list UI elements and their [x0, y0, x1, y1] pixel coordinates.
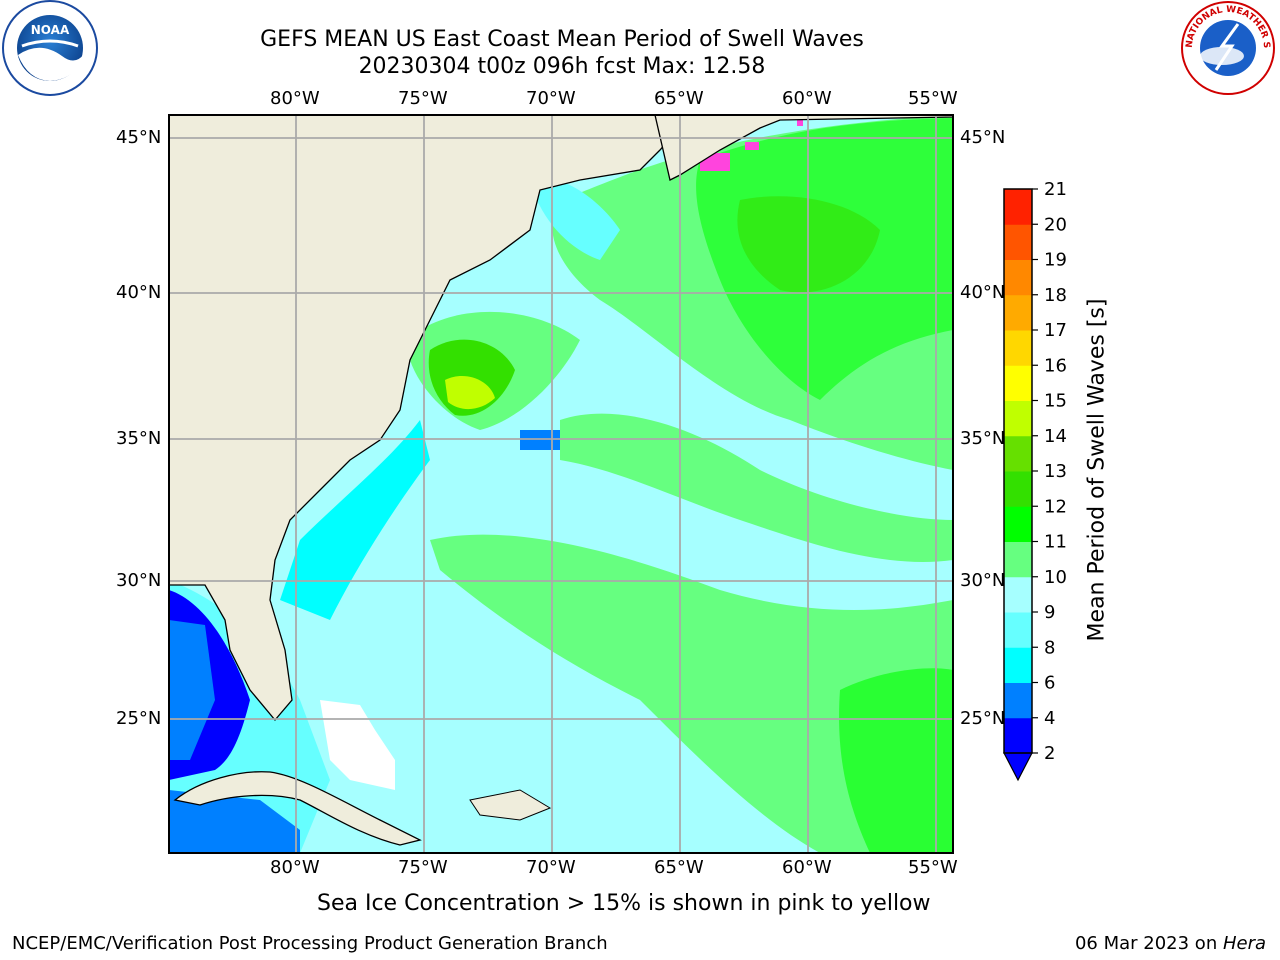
lon-label-top: 55°W	[908, 88, 958, 109]
colorbar-swatch	[1004, 259, 1032, 296]
lat-label-left: 45°N	[116, 127, 162, 148]
colorbar-tick-label: 12	[1044, 496, 1067, 517]
colorbar-tick-label: 10	[1044, 567, 1067, 588]
colorbar-swatch	[1004, 365, 1032, 401]
lon-label-top: 80°W	[270, 88, 320, 109]
map-subtitle: 20230304 t00z 096h fcst Max: 12.58	[358, 54, 766, 79]
lon-label-top: 75°W	[398, 88, 448, 109]
lat-label-right: 30°N	[960, 570, 1006, 591]
colorbar-swatch	[1004, 435, 1032, 472]
lon-label-bottom: 70°W	[526, 857, 576, 878]
colorbar-tick-label: 17	[1044, 320, 1067, 341]
lon-label-bottom: 75°W	[398, 857, 448, 878]
colorbar-tick-label: 9	[1044, 602, 1055, 623]
lat-label-left: 30°N	[116, 570, 162, 591]
footer-host: Hera	[1222, 933, 1266, 954]
graticule	[169, 115, 953, 853]
colorbar-tick-label: 16	[1044, 355, 1067, 376]
colorbar-swatch	[1004, 224, 1032, 260]
lon-label-bottom: 55°W	[908, 857, 958, 878]
colorbar-swatch	[1004, 647, 1032, 683]
colorbar-swatch	[1004, 576, 1032, 613]
nws-logo-text: NATIONAL WEATHER SERVICE	[0, 0, 1271, 49]
colorbar-swatch	[1004, 541, 1032, 578]
colorbar-tick-label: 19	[1044, 250, 1067, 271]
noaa-logo: NOAA	[2, 0, 98, 96]
lat-label-left: 25°N	[116, 708, 162, 729]
colorbar-tick-label: 6	[1044, 673, 1055, 694]
colorbar-swatch	[1004, 682, 1032, 719]
footer-date: 06 Mar 2023 on Hera	[1075, 933, 1266, 954]
colorbar-swatch	[1004, 506, 1032, 542]
colorbar-tick-label: 21	[1044, 179, 1067, 200]
colorbar-tick-label: 11	[1044, 532, 1067, 553]
colorbar-swatch	[1004, 471, 1032, 507]
colorbar-swatch	[1004, 400, 1032, 437]
lat-label-right: 40°N	[960, 282, 1006, 303]
lat-label-left: 35°N	[116, 428, 162, 449]
lon-label-bottom: 65°W	[654, 857, 704, 878]
colorbar-tick-label: 13	[1044, 461, 1067, 482]
colorbar-tick-label: 18	[1044, 285, 1067, 306]
colorbar-tick-label: 20	[1044, 214, 1067, 235]
footer-date-text: 06 Mar 2023 on	[1074, 933, 1223, 954]
colorbar-swatch	[1004, 294, 1032, 331]
colorbar-tick-label: 8	[1044, 637, 1055, 658]
colorbar: 2 4 6 8 9 10 11 12 13 14 15 16 17 18 19 20 21	[1003, 179, 1067, 782]
lat-label-right: 35°N	[960, 428, 1006, 449]
map-frame	[168, 114, 954, 854]
colorbar-tick-label: 15	[1044, 391, 1067, 412]
colorbar-swatch	[1004, 717, 1032, 754]
colorbar-tick-label: 14	[1044, 426, 1067, 447]
colorbar-extend-arrow	[1003, 752, 1033, 782]
lat-label-right: 25°N	[960, 708, 1006, 729]
colorbar-swatch	[1004, 330, 1032, 366]
colorbar-swatch	[1004, 189, 1032, 225]
colorbar-tick-label: 2	[1044, 743, 1055, 764]
lon-label-bottom: 60°W	[782, 857, 832, 878]
lat-label-right: 45°N	[960, 127, 1006, 148]
colorbar-label: Mean Period of Swell Waves [s]	[1084, 298, 1110, 642]
colorbar-tick-label: 4	[1044, 708, 1055, 729]
swell-period-field	[169, 115, 953, 853]
lon-label-bottom: 80°W	[270, 857, 320, 878]
lon-label-top: 70°W	[526, 88, 576, 109]
sea-ice-caption-text: Sea Ice Concentration > 15% is shown in …	[317, 891, 931, 916]
lon-label-top: 60°W	[782, 88, 832, 109]
lon-label-top: 65°W	[654, 88, 704, 109]
nws-logo: NATIONAL WEATHER SERVICE	[0, 0, 1275, 95]
map-title: GEFS MEAN US East Coast Mean Period of S…	[260, 27, 864, 52]
footer-producer: NCEP/EMC/Verification Post Processing Pr…	[12, 933, 608, 954]
lat-label-left: 40°N	[116, 282, 162, 303]
noaa-logo-text: NOAA	[31, 23, 70, 37]
colorbar-swatch	[1004, 612, 1032, 648]
